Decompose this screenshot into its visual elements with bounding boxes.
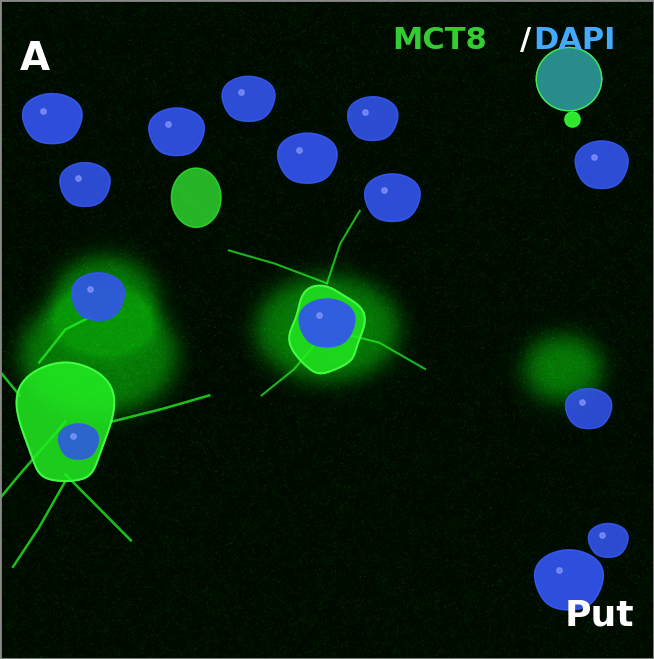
Text: MCT8: MCT8 xyxy=(392,26,487,55)
Polygon shape xyxy=(534,550,604,610)
Polygon shape xyxy=(300,299,354,347)
Point xyxy=(67,431,78,442)
Point xyxy=(73,173,83,183)
Polygon shape xyxy=(23,94,82,144)
Polygon shape xyxy=(222,76,275,121)
Polygon shape xyxy=(300,299,354,347)
Text: DAPI: DAPI xyxy=(533,26,615,55)
Polygon shape xyxy=(348,97,398,140)
Polygon shape xyxy=(365,174,420,221)
Polygon shape xyxy=(149,108,204,156)
Polygon shape xyxy=(566,389,611,428)
Point xyxy=(313,310,324,321)
Text: Put: Put xyxy=(565,598,634,633)
Polygon shape xyxy=(16,362,114,481)
Point xyxy=(38,105,49,116)
Polygon shape xyxy=(171,168,221,227)
Polygon shape xyxy=(534,550,604,610)
Polygon shape xyxy=(566,389,611,428)
Polygon shape xyxy=(278,133,337,183)
Polygon shape xyxy=(23,94,82,144)
Polygon shape xyxy=(365,174,420,221)
Point xyxy=(360,106,371,117)
Point xyxy=(163,119,173,130)
Point xyxy=(597,530,608,540)
Point xyxy=(293,145,303,156)
Polygon shape xyxy=(589,523,628,558)
Point xyxy=(553,565,564,576)
Polygon shape xyxy=(60,163,110,206)
Polygon shape xyxy=(59,424,98,459)
Polygon shape xyxy=(576,141,628,188)
Point xyxy=(567,113,577,124)
Polygon shape xyxy=(536,47,602,111)
Polygon shape xyxy=(278,133,337,183)
Polygon shape xyxy=(576,141,628,188)
Polygon shape xyxy=(60,163,110,206)
Point xyxy=(85,284,95,295)
Polygon shape xyxy=(589,523,628,558)
Polygon shape xyxy=(289,285,365,374)
Polygon shape xyxy=(222,76,275,121)
Polygon shape xyxy=(72,273,124,320)
Polygon shape xyxy=(536,47,602,111)
Point xyxy=(379,185,389,196)
Text: /: / xyxy=(520,26,531,55)
Polygon shape xyxy=(72,273,124,320)
Polygon shape xyxy=(149,108,204,156)
Polygon shape xyxy=(59,424,98,459)
Point xyxy=(235,86,246,97)
Polygon shape xyxy=(348,97,398,140)
Text: A: A xyxy=(20,40,50,78)
Point xyxy=(589,152,599,163)
Point xyxy=(577,397,587,407)
